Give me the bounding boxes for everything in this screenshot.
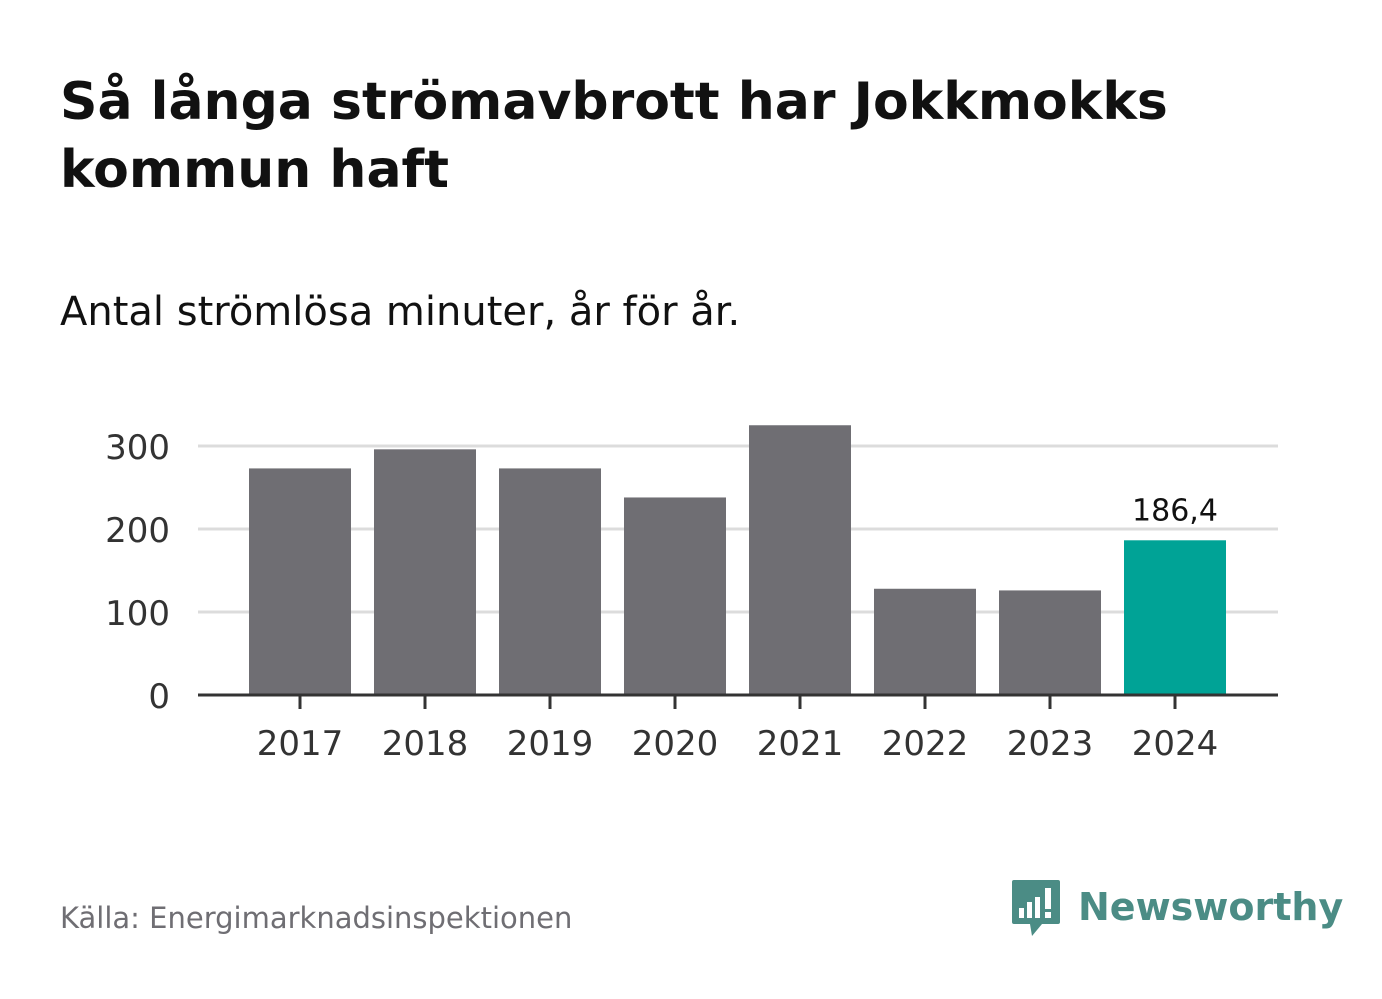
brand-logo: Newsworthy: [1010, 878, 1343, 940]
bar: [249, 468, 351, 695]
gridlines: [198, 444, 1278, 614]
x-tick-label: 2018: [382, 724, 469, 764]
labels: 0 100 200 300 186,4 2017 2018 2019 2020 2021 2022 2…: [105, 428, 1218, 764]
x-tick-label: 2023: [1007, 724, 1094, 764]
y-tick-label: 200: [105, 511, 170, 551]
chart-subtitle: Antal strömlösa minuter, år för år.: [60, 289, 741, 335]
bar: [749, 425, 851, 695]
source-note: Källa: Energimarknadsinspektionen: [60, 901, 573, 935]
x-axis: [198, 693, 1278, 709]
bar: [374, 449, 476, 695]
chart-title: Så långa strömavbrott har Jokkmokks komm…: [60, 72, 1168, 200]
bar: [499, 468, 601, 695]
x-tick-label: 2022: [882, 724, 969, 764]
x-tick-label: 2020: [632, 724, 719, 764]
bar: [1124, 540, 1226, 695]
x-tick-label: 2024: [1132, 724, 1219, 764]
bar: [874, 588, 976, 695]
newsworthy-logo-icon: [1012, 880, 1060, 936]
x-tick-label: 2017: [257, 724, 344, 764]
x-tick-label: 2019: [507, 724, 594, 764]
x-tick-label: 2021: [757, 724, 844, 764]
bar: [999, 590, 1101, 695]
y-tick-label: 100: [105, 594, 170, 634]
y-tick-label: 300: [105, 428, 170, 468]
data-label: 186,4: [1132, 493, 1218, 528]
brand-name: Newsworthy: [1078, 885, 1344, 929]
bar: [624, 497, 726, 695]
y-tick-label: 0: [148, 677, 170, 717]
bars: [249, 425, 1226, 695]
